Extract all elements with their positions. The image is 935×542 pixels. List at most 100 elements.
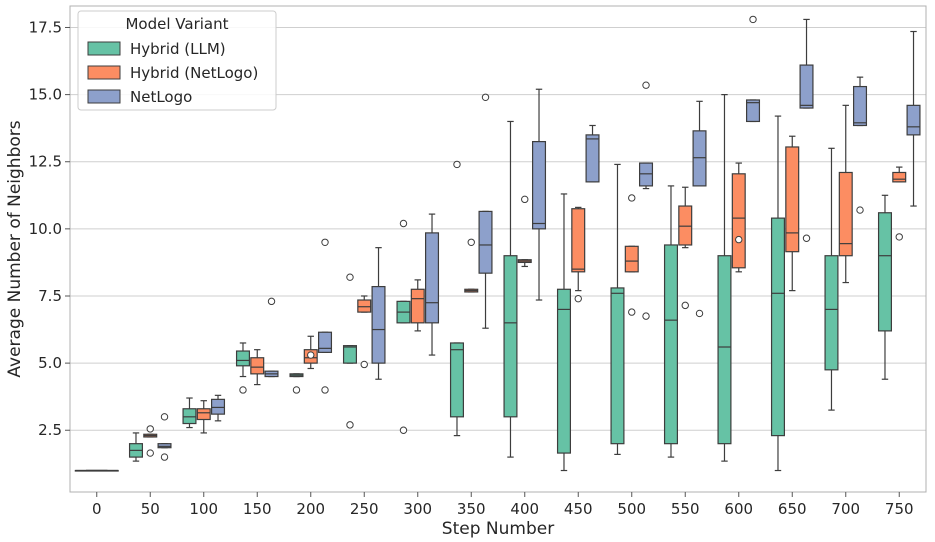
outlier-point <box>802 234 811 242</box>
box <box>143 425 158 457</box>
box <box>892 166 907 241</box>
box-iqr <box>182 408 197 425</box>
box <box>464 238 479 293</box>
box-iqr <box>424 232 440 324</box>
legend-swatch <box>87 89 121 104</box>
outlier-point <box>321 386 329 394</box>
box-iqr <box>342 345 358 364</box>
outlier-point <box>628 194 636 202</box>
outlier-point <box>856 206 864 214</box>
box <box>210 394 226 422</box>
outlier-point <box>681 301 689 310</box>
box-iqr <box>556 288 572 454</box>
x-tick-label: 50 <box>141 500 160 518</box>
box <box>74 469 119 472</box>
outlier-point <box>749 15 757 24</box>
y-tick-label: 15.0 <box>29 86 62 104</box>
box <box>799 18 814 242</box>
box <box>638 81 654 320</box>
box <box>571 206 586 303</box>
outlier-point <box>321 238 329 246</box>
box-iqr <box>770 217 786 437</box>
box <box>745 15 761 123</box>
outlier-point <box>521 195 529 204</box>
outlier-point <box>399 426 408 434</box>
plot-frame <box>69 5 927 493</box>
box <box>585 124 600 183</box>
box <box>785 135 800 292</box>
box <box>692 100 707 318</box>
legend-entry: NetLogo <box>130 88 192 106</box>
outlier-point <box>160 413 169 421</box>
box-iqr <box>503 255 518 418</box>
outlier-point <box>642 81 650 89</box>
x-axis: 0 50 100 150 200 250 300 350 400 450 500 550 600 650 7… <box>92 492 914 518</box>
box-iqr <box>585 134 600 183</box>
y-tick-label: 5.0 <box>38 354 62 372</box>
legend-entry: Hybrid (LLM) <box>130 40 226 58</box>
box <box>342 273 358 429</box>
y-axis: 2.5 5.0 7.5 10.0 12.5 15.0 17.5 <box>29 18 70 439</box>
outlier-point <box>346 421 354 429</box>
box <box>303 335 318 370</box>
x-tick-label: 350 <box>457 500 486 518</box>
outlier-point <box>307 351 315 359</box>
box <box>410 279 425 332</box>
box <box>531 88 547 301</box>
box <box>235 342 251 394</box>
box <box>478 93 493 329</box>
box <box>556 193 572 472</box>
box-iqr <box>824 255 839 371</box>
outlier-point <box>146 449 154 457</box>
box <box>877 194 893 380</box>
box-iqr <box>785 146 800 253</box>
box <box>610 163 625 456</box>
outlier-point <box>642 312 650 320</box>
box <box>517 195 532 268</box>
box-iqr <box>838 171 853 257</box>
grid-lines <box>70 26 926 431</box>
box <box>357 295 372 369</box>
box <box>250 349 265 386</box>
outlier-point <box>467 238 475 246</box>
x-tick-label: 450 <box>564 500 593 518</box>
x-tick-label: 150 <box>243 500 272 518</box>
x-tick-label: 500 <box>617 500 646 518</box>
y-tick-label: 17.5 <box>29 18 62 36</box>
box <box>624 194 639 316</box>
series-netlogo <box>157 15 921 461</box>
box <box>424 213 440 356</box>
box-iqr <box>663 244 679 445</box>
box-iqr <box>799 64 814 109</box>
legend-swatch <box>87 65 121 80</box>
box <box>396 219 411 434</box>
box-iqr <box>571 208 586 273</box>
box-iqr <box>478 210 493 274</box>
x-tick-label: 100 <box>189 500 218 518</box>
box <box>770 115 786 472</box>
box-iqr <box>449 342 465 418</box>
box <box>838 104 853 284</box>
box-iqr <box>410 288 425 324</box>
box-iqr <box>906 104 921 136</box>
box <box>157 413 172 461</box>
x-tick-label: 650 <box>778 500 807 518</box>
box-iqr <box>357 299 372 313</box>
box <box>906 30 921 207</box>
legend-entry: Hybrid (NetLogo) <box>130 64 258 82</box>
outlier-point <box>239 386 247 394</box>
outlier-point <box>695 309 704 318</box>
box-iqr <box>210 398 226 415</box>
x-tick-label: 250 <box>350 500 379 518</box>
legend-title: Model Variant <box>125 15 228 33</box>
box-iqr <box>250 357 265 375</box>
box <box>182 397 197 429</box>
legend: Model Variant Hybrid (LLM) Hybrid (NetLog… <box>77 10 277 111</box>
x-tick-label: 400 <box>510 500 539 518</box>
y-tick-label: 10.0 <box>29 220 62 238</box>
x-tick-label: 0 <box>92 500 102 518</box>
box-iqr <box>745 99 761 123</box>
legend-frame <box>77 10 277 111</box>
box-iqr <box>235 350 251 367</box>
